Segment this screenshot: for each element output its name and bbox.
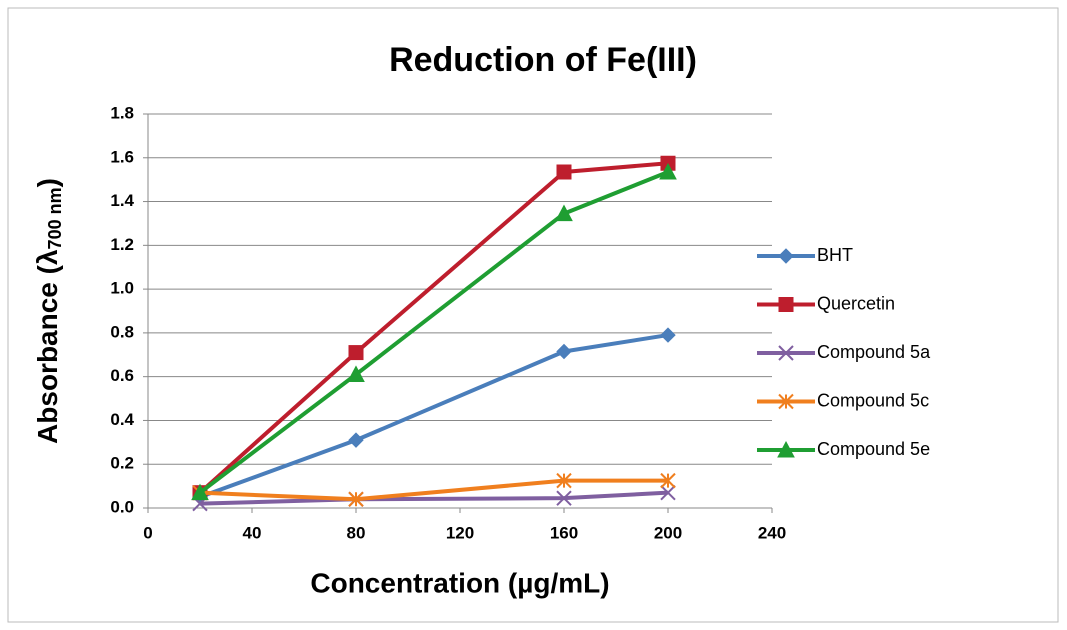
data-point [556,164,572,180]
series-line [199,490,669,506]
legend-label: Compound 5a [817,342,931,362]
x-axis-label: Concentration (µg/mL) [310,567,609,598]
data-point [347,365,365,382]
y-axis-label-end: ) [32,178,63,187]
y-tick-label: 1.2 [110,235,134,254]
x-tick-label: 120 [446,523,474,542]
legend-label: Compound 5e [817,439,930,459]
y-tick-label: 1.4 [110,191,134,210]
x-tick-label: 0 [143,523,152,542]
data-point [348,432,364,448]
chart-frame [7,7,1059,623]
x-tick-label: 80 [347,523,366,542]
legend-label: BHT [817,245,853,265]
data-point [556,343,572,360]
series-line [198,170,669,495]
series-line [199,333,669,499]
legend-marker [778,345,794,361]
x-tick-label: 160 [550,523,578,542]
data-point [348,345,364,361]
x-tick-label: 240 [758,523,786,542]
legend-label: Quercetin [817,293,895,313]
y-tick-label: 0.0 [110,497,134,516]
x-tick-label: 200 [654,523,682,542]
y-tick-label: 0.4 [110,410,134,429]
y-axis-label-sub: 700 nm [45,187,65,249]
legend-marker [778,393,794,410]
legend-marker [777,440,795,458]
data-point [191,483,209,501]
legend-marker [778,297,794,312]
series-line [198,161,669,495]
series-line [199,478,668,502]
y-tick-label: 0.8 [110,322,134,341]
y-tick-label: 1.0 [110,279,134,298]
data-point [348,491,364,507]
data-point [555,204,573,222]
y-tick-label: 1.6 [110,147,134,166]
chart-title: Reduction of Fe(III) [389,41,697,79]
y-tick-label: 1.8 [110,103,134,122]
legend-marker [778,248,794,264]
data-point [660,484,676,501]
x-tick-label: 40 [243,523,262,542]
data-point [556,472,572,489]
y-axis-label-main: Absorbance (λ [32,249,63,444]
y-tick-label: 0.6 [110,366,134,385]
data-point [556,490,572,506]
data-point [660,472,676,489]
data-point [660,327,676,343]
data-point [659,162,677,180]
legend-label: Compound 5c [817,390,929,410]
y-axis-label: Absorbance (λ700 nm) [32,178,64,444]
y-tick-label: 0.2 [110,454,134,473]
